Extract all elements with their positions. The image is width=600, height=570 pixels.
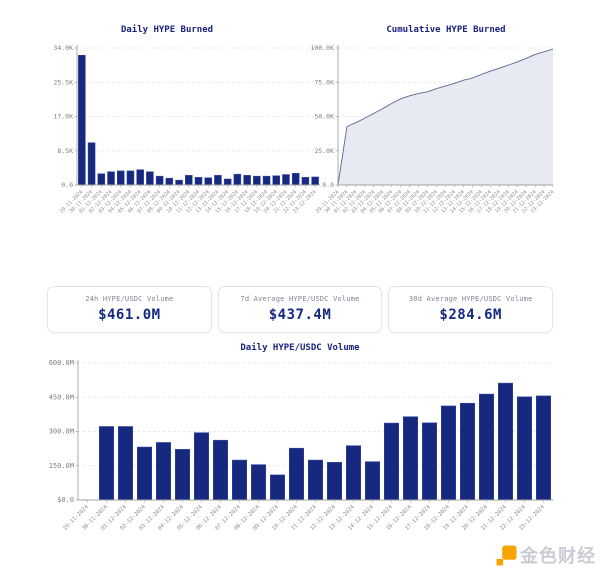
bar [116, 170, 125, 186]
bar [223, 178, 232, 186]
bar [365, 461, 380, 501]
bar [441, 405, 456, 501]
bar [301, 177, 310, 186]
bar [155, 175, 164, 186]
bar [291, 173, 300, 186]
bar [136, 169, 144, 186]
bar [308, 459, 323, 501]
bar [126, 170, 135, 186]
bar [232, 459, 247, 501]
y-tick-label: 25.5K [53, 78, 73, 86]
chart-title: Daily HYPE Burned [121, 24, 213, 35]
stat-card-30d-average-volume: 30d Average HYPE/USDC Volume $284.6M [388, 286, 554, 333]
watermark: 金色财经 [496, 545, 596, 566]
stat-card-value: $284.6M [439, 307, 502, 323]
stat-card-7d-average-volume: 7d Average HYPE/USDC Volume $437.4M [217, 286, 383, 333]
y-tick-label: 75.0K [314, 78, 334, 86]
bar [194, 177, 203, 186]
watermark-text: 金色财经 [520, 545, 596, 566]
bar [479, 393, 494, 501]
y-tick-label: 300.0M [49, 428, 74, 436]
bar [270, 474, 285, 501]
y-tick-label: 8.5K [57, 147, 73, 155]
bar [185, 175, 193, 186]
area-line [337, 48, 554, 186]
bar [175, 179, 183, 186]
bar [272, 175, 281, 186]
bar [97, 173, 106, 186]
stat-cards-row: 24h HYPE/USDC Volume $461.0M 7d Average … [47, 286, 554, 333]
bar [403, 416, 418, 501]
bar [311, 176, 319, 186]
bar [233, 173, 242, 186]
bar [460, 402, 475, 501]
stat-card-value: $461.0M [98, 307, 161, 323]
bar [87, 142, 96, 186]
bar [289, 447, 304, 501]
bar [118, 426, 133, 501]
bar [536, 395, 551, 501]
daily-volume-chart: Daily HYPE/USDC Volume 600.0M 450.0M 300.0M… [49, 342, 553, 532]
bar [262, 175, 271, 186]
y-tick-label: 0.0 [322, 181, 334, 189]
y-tick-label: 50.0K [314, 113, 334, 121]
bar [165, 177, 174, 186]
y-tick-label: 0.0 [61, 181, 73, 189]
bar [214, 175, 222, 186]
chart-title: Daily HYPE/USDC Volume [240, 342, 360, 353]
bar [327, 462, 342, 501]
y-tick-label: 17.0K [53, 113, 73, 121]
y-tick-label: 450.0M [49, 393, 74, 401]
stat-card-24h-volume: 24h HYPE/USDC Volume $461.0M [47, 286, 212, 333]
bar [156, 442, 171, 501]
bar [146, 171, 154, 186]
y-tick-label: 150.0M [49, 462, 74, 470]
y-tick-label: 25.0K [314, 147, 334, 155]
bar [137, 446, 152, 501]
chart-title: Cumulative HYPE Burned [386, 24, 505, 35]
stat-card-label: 7d Average HYPE/USDC Volume [240, 295, 360, 303]
bar [194, 432, 209, 501]
y-tick-label: $0.0 [57, 496, 74, 504]
bar [253, 175, 261, 186]
bar [517, 396, 532, 501]
bar [175, 449, 190, 501]
jinse-logo-icon [496, 545, 517, 566]
bar [422, 422, 437, 501]
bar [282, 174, 290, 186]
bar [107, 171, 115, 186]
stat-card-label: 24h HYPE/USDC Volume [85, 295, 174, 303]
bar [498, 382, 513, 501]
y-tick-label: 34.0K [53, 44, 73, 52]
area-fill [338, 49, 553, 185]
y-tick-label: 600.0M [49, 359, 74, 367]
bar [384, 422, 399, 501]
bar [204, 177, 212, 186]
bar [99, 426, 114, 501]
bar [251, 464, 266, 501]
cumulative-burned-chart: Cumulative HYPE Burned 100.0K 75.0K 50.0K 25… [311, 24, 556, 215]
stat-card-label: 30d Average HYPE/USDC Volume [408, 295, 533, 303]
bar [78, 55, 86, 186]
stat-card-value: $437.4M [268, 307, 332, 323]
bar [346, 445, 361, 501]
daily-burned-chart: Daily HYPE Burned34.0K25.5K17.0K8.5K0.02… [53, 24, 320, 215]
bar [213, 439, 228, 501]
y-tick-label: 100.0K [311, 44, 335, 52]
bar [243, 175, 251, 186]
